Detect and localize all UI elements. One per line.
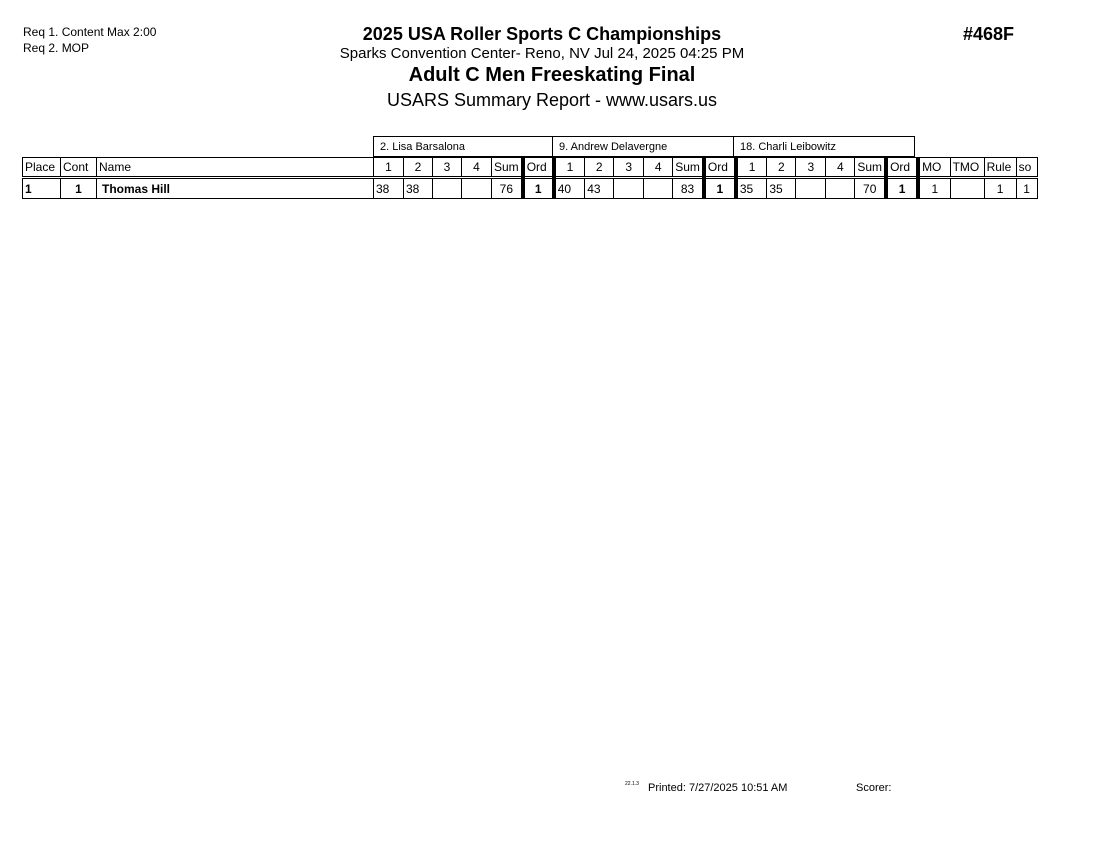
header-cont: Cont (60, 157, 97, 179)
header-j1-4: 4 (461, 157, 492, 179)
venue-date: Sparks Convention Center- Reno, NV Jul 2… (339, 45, 745, 62)
j3-score-1: 35 (735, 177, 768, 199)
header-j1-3: 3 (432, 157, 462, 179)
scorer-label: Scorer: (856, 782, 892, 794)
header-j2-1: 1 (553, 157, 586, 179)
header-j3-2: 2 (766, 157, 797, 179)
event-name: Adult C Men Freeskating Final (408, 64, 696, 86)
mo: 1 (917, 177, 951, 199)
header-j2-2: 2 (584, 157, 615, 179)
header-j1-ord: Ord (522, 157, 556, 179)
judges-header: 2. Lisa Barsalona 9. Andrew Delavergne 1… (373, 136, 915, 157)
requirement-2: Req 2. MOP (23, 41, 90, 55)
header-j3-sum: Sum (854, 157, 889, 179)
judge-1: 2. Lisa Barsalona (373, 136, 553, 157)
j1-score-4 (461, 177, 492, 199)
page-title: 2025 USA Roller Sports C Championships (362, 24, 722, 44)
header-j3-3: 3 (795, 157, 827, 179)
header-rule: Rule (983, 157, 1017, 179)
j1-ord: 1 (522, 177, 556, 199)
j3-score-3 (795, 177, 827, 199)
j1-score-3 (432, 177, 462, 199)
judge-2: 9. Andrew Delavergne (552, 136, 734, 157)
j3-sum: 70 (854, 177, 889, 199)
header-j2-ord: Ord (703, 157, 738, 179)
header-j1-2: 2 (403, 157, 433, 179)
j2-score-4 (643, 177, 674, 199)
so: 1 (1015, 177, 1038, 199)
header-j1-sum: Sum (490, 157, 525, 179)
cont: 1 (60, 177, 97, 199)
j3-ord: 1 (885, 177, 921, 199)
printed-date: Printed: 7/27/2025 10:51 AM (648, 782, 788, 794)
judge-3: 18. Charli Leibowitz (733, 136, 915, 157)
header-j3-1: 1 (735, 157, 768, 179)
j2-score-2: 43 (584, 177, 615, 199)
version-number: 22.1.3 (625, 781, 639, 787)
j3-score-2: 35 (766, 177, 797, 199)
skater-name: Thomas Hill (96, 177, 374, 199)
header-j3-4: 4 (825, 157, 856, 179)
header-mo: MO (917, 157, 951, 179)
header-j2-3: 3 (613, 157, 645, 179)
requirement-1: Req 1. Content Max 2:00 (23, 25, 157, 39)
header-name: Name (96, 157, 374, 179)
j1-score-2: 38 (403, 177, 433, 199)
header-tmo: TMO (949, 157, 985, 179)
header-j1-1: 1 (373, 157, 404, 179)
column-headers: Place Cont Name 1 2 3 4 Sum Ord 1 2 3 4 … (22, 157, 1038, 179)
report-name: USARS Summary Report - www.usars.us (386, 90, 718, 110)
results-table: Place Cont Name 1 2 3 4 Sum Ord 1 2 3 4 … (22, 157, 1038, 199)
tmo (949, 177, 985, 199)
place: 1 (22, 177, 61, 199)
j1-sum: 76 (490, 177, 525, 199)
header-so: so (1015, 157, 1038, 179)
header-j2-sum: Sum (672, 157, 706, 179)
j2-sum: 83 (672, 177, 706, 199)
table-row: 1 1 Thomas Hill 38 38 76 1 40 43 83 1 35… (22, 177, 1038, 199)
j2-score-1: 40 (553, 177, 586, 199)
j2-score-3 (613, 177, 645, 199)
header-j3-ord: Ord (885, 157, 921, 179)
j2-ord: 1 (703, 177, 738, 199)
rule: 1 (983, 177, 1017, 199)
header-j2-4: 4 (643, 157, 674, 179)
j1-score-1: 38 (373, 177, 404, 199)
event-number: #468F (963, 24, 1015, 44)
header-place: Place (22, 157, 61, 179)
j3-score-4 (825, 177, 856, 199)
